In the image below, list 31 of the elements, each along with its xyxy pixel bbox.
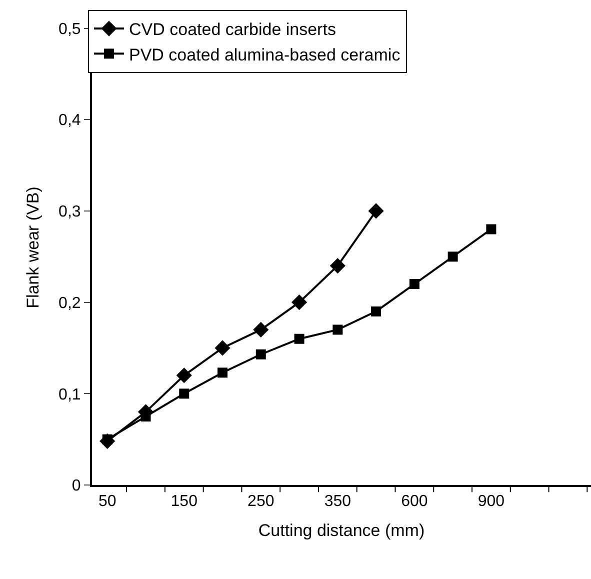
point [214, 340, 230, 356]
point [486, 224, 496, 234]
y-tick-label: 0,5 [58, 20, 81, 38]
y-tick-label: 0,2 [58, 294, 81, 312]
point [218, 368, 228, 378]
y-tick-label: 0 [72, 478, 81, 495]
x-tick-label: 600 [401, 493, 428, 510]
y-tick-label: 0,4 [58, 112, 81, 130]
point [176, 368, 192, 384]
legend-label: CVD coated carbide inserts [129, 20, 336, 40]
point [409, 279, 420, 290]
point [448, 252, 458, 262]
point [368, 203, 384, 219]
point [179, 388, 190, 399]
point [294, 334, 304, 344]
point [330, 258, 346, 274]
point [291, 294, 308, 310]
point [256, 349, 266, 360]
x-axis-title: Cutting distance (mm) [258, 521, 425, 540]
legend-label: PVD coated alumina-based ceramic [129, 45, 401, 64]
y-axis-title: Flank wear (VB) [24, 186, 43, 308]
point [253, 322, 269, 338]
point [332, 324, 343, 335]
x-tick-label: 900 [478, 493, 505, 510]
point [371, 306, 382, 316]
x-tick-label: 250 [248, 493, 274, 510]
y-tick-label: 0,3 [58, 204, 81, 221]
x-tick-label: 150 [170, 493, 198, 510]
y-tick-label: 0,1 [58, 386, 81, 404]
x-tick-label: 50 [98, 493, 116, 510]
x-tick-label: 350 [324, 493, 352, 510]
